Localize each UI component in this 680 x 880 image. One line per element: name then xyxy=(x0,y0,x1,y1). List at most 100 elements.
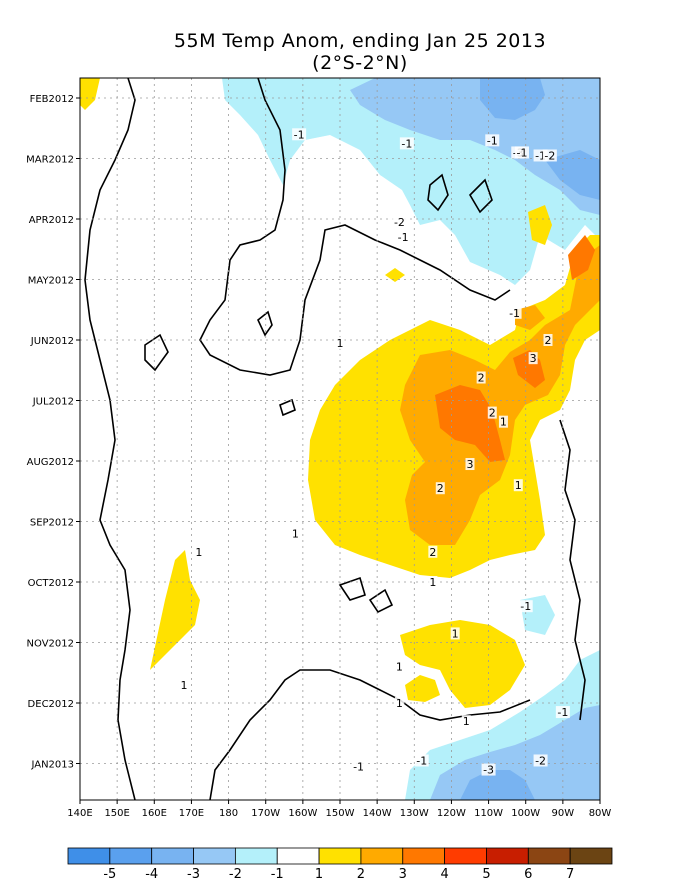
y-tick-label: JAN2013 xyxy=(30,760,74,771)
colorbar-swatch xyxy=(444,847,487,865)
x-tick-label: 160E xyxy=(142,808,167,819)
colorbar-label: -4 xyxy=(145,867,158,880)
contour-label: -1 xyxy=(520,600,531,613)
contour-label-bg xyxy=(428,545,438,558)
x-tick-label: 130W xyxy=(400,808,429,819)
warm-anomaly-region-plus1-east-small xyxy=(528,205,552,245)
x-tick-label: 150E xyxy=(104,808,129,819)
contour-label: 1 xyxy=(292,528,299,541)
contour-label: -1 xyxy=(509,307,520,320)
y-tick-label: SEP2012 xyxy=(30,518,74,529)
contour-label: -2 xyxy=(544,149,555,162)
x-tick-label: 80W xyxy=(589,808,612,819)
y-tick-label: JUN2012 xyxy=(30,336,74,347)
contour-label: -1 xyxy=(535,149,546,162)
y-tick-label: JUL2012 xyxy=(32,397,74,408)
chart-title: 55M Temp Anom, ending Jan 25 2013 xyxy=(173,30,547,52)
y-tick-label: OCT2012 xyxy=(28,578,74,589)
x-tick-label: 170W xyxy=(251,808,280,819)
colorbar-label: 1 xyxy=(315,867,323,880)
colorbar-label: -3 xyxy=(187,867,200,880)
contour-label: 1 xyxy=(452,627,459,640)
contour-label: -3 xyxy=(483,764,494,777)
colorbar-swatch xyxy=(527,847,571,865)
colorbar: -5 -4 -3 -2 -1 1 2 3 4 5 6 7 xyxy=(67,847,613,880)
contour-label-bg xyxy=(179,678,189,691)
contour-label-bg xyxy=(194,545,204,558)
colorbar-swatch xyxy=(486,847,529,865)
contour-label: 1 xyxy=(463,715,470,728)
contour-label-bg xyxy=(394,697,404,709)
contour-label-bg xyxy=(533,754,548,767)
y-tick-label: APR2012 xyxy=(29,215,74,226)
contour-label-bg xyxy=(507,306,522,319)
y-tick-label: DEC2012 xyxy=(28,699,74,710)
warm-anomaly-region-plus3-far-east xyxy=(568,235,595,280)
colorbar-label: 4 xyxy=(440,867,448,880)
colorbar-swatch xyxy=(569,847,613,865)
zero-contour-loop-1 xyxy=(257,310,273,337)
contour-label-bg xyxy=(292,128,307,141)
contour-label: 1 xyxy=(500,416,507,429)
contour-label: 1 xyxy=(195,546,202,559)
anomaly-field xyxy=(80,78,600,800)
warm-anomaly-region-plus1-northwest xyxy=(80,78,100,110)
contour-label: -2 xyxy=(535,754,546,767)
x-tick-label: 150W xyxy=(326,808,355,819)
colorbar-label: 3 xyxy=(399,867,407,880)
x-tick-label: 160W xyxy=(288,808,317,819)
contour-label: -1 xyxy=(487,134,498,147)
contour-label-bg xyxy=(481,763,496,776)
zero-contour-loop-4 xyxy=(338,576,366,601)
contour-label-bg xyxy=(435,482,445,495)
zero-contour-loop-3 xyxy=(279,398,296,417)
contour-label-bg xyxy=(555,706,570,719)
contour-label: 1 xyxy=(337,337,344,350)
x-tick-label: 100W xyxy=(511,808,540,819)
contour-label-bg xyxy=(290,527,300,540)
colorbar-swatch xyxy=(360,847,404,865)
y-tick-label: AUG2012 xyxy=(27,457,74,468)
zero-contour-west xyxy=(84,78,136,800)
colorbar-swatch xyxy=(234,847,278,865)
contour-label: 1 xyxy=(181,679,188,692)
warm-anomaly-region-plus2-small xyxy=(515,305,545,330)
contour-label: -1 xyxy=(416,754,427,767)
zero-contour-center xyxy=(199,78,511,376)
contour-label: 2 xyxy=(478,372,485,385)
contour-label: 3 xyxy=(530,352,537,365)
y-tick-label: NOV2012 xyxy=(27,639,74,650)
chart-subtitle: (2°S-2°N) xyxy=(312,52,408,74)
colorbar-swatch xyxy=(67,847,111,865)
contour-label: -1 xyxy=(294,128,305,141)
x-tick-label: 110W xyxy=(474,808,503,819)
cold-anomaly-region-top-minus3-east xyxy=(545,150,600,200)
warm-anomaly-region-plus1-tiny xyxy=(385,268,405,282)
warm-anomaly-region-plus3 xyxy=(435,385,505,462)
contour-label: 2 xyxy=(429,546,436,559)
colorbar-label: -1 xyxy=(271,867,284,880)
warm-anomaly-region-plus1-small xyxy=(405,675,440,702)
contour-label-bg xyxy=(394,660,404,673)
contour-label-bg xyxy=(396,231,411,244)
zero-contour-east xyxy=(559,419,586,721)
colorbar-swatch xyxy=(276,847,320,865)
colorbar-label: -2 xyxy=(229,867,242,880)
contour-label-bg xyxy=(513,479,523,492)
cold-anomaly-region-top-minus2 xyxy=(350,78,600,215)
contour-label-bg xyxy=(399,137,414,150)
warm-anomaly-region-plus1-west-strip xyxy=(150,550,200,670)
contour-label-bg xyxy=(542,149,557,162)
contour-label: -1 xyxy=(557,706,568,719)
colorbar-swatch xyxy=(402,847,446,865)
contour-label: -1 xyxy=(398,231,409,244)
contour-label-bg xyxy=(518,600,533,613)
contour-label-bg xyxy=(450,627,460,640)
contour-label: 2 xyxy=(545,334,552,347)
colorbar-label: 5 xyxy=(482,867,490,880)
colorbar-label: 2 xyxy=(357,867,365,880)
colorbar-label: 7 xyxy=(566,867,574,880)
contour-label-bg xyxy=(335,337,345,350)
cold-anomaly-region-bottom-minus3 xyxy=(460,770,535,800)
contour-label: -1 xyxy=(401,137,412,150)
